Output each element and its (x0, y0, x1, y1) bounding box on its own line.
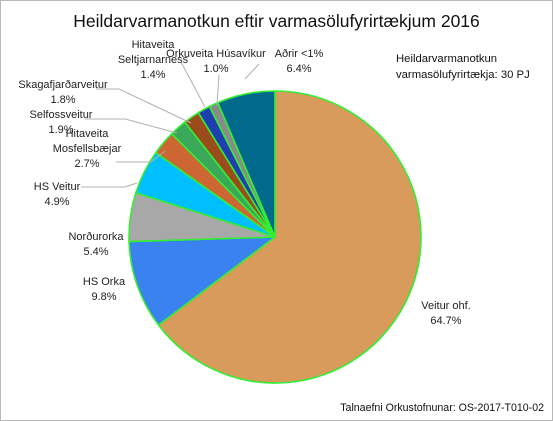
total-note-line1: Heildarvarmanotkun (396, 51, 546, 67)
slice-label-8: Hitaveita Seltjarnarness 1.4% (118, 39, 189, 81)
leader-line-4 (81, 183, 137, 187)
slice-label-7: Skagafjarðarveitur 1.8% (18, 79, 108, 106)
slice-label-2: HS Orka 9.8% (83, 276, 126, 303)
slice-label-10: Aðrir <1% 6.4% (275, 48, 324, 75)
total-note: Heildarvarmanotkun varmasölufyrirtækja: … (396, 51, 546, 83)
source-note: Talnaefni Orkustofnunar: OS-2017-T010-02 (340, 402, 544, 414)
slice-label-4: HS Veitur 4.9% (34, 181, 81, 208)
total-note-line2: varmasölufyrirtækja: 30 PJ (396, 67, 546, 83)
leader-line-10 (245, 64, 259, 79)
leader-line-9 (217, 75, 219, 105)
leader-line-8 (181, 62, 205, 107)
leader-line-7 (96, 89, 191, 123)
slice-label-3: Norðurorka 5.4% (68, 231, 124, 258)
slice-label-1: Veitur ohf. 64.7% (421, 300, 471, 327)
